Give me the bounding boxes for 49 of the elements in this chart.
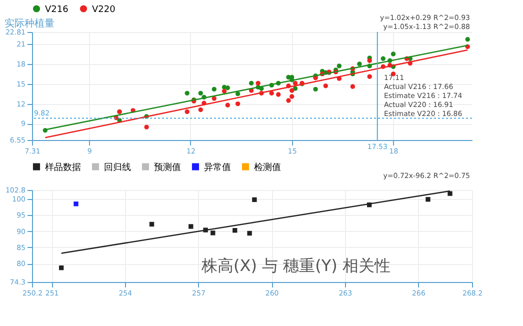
point [210, 230, 216, 236]
point [235, 101, 240, 106]
point [184, 90, 190, 96]
point [426, 197, 430, 202]
point [276, 92, 281, 97]
legend-label: V216 [45, 4, 69, 15]
point [235, 91, 240, 96]
point [367, 74, 372, 79]
point [58, 265, 64, 270]
point [212, 86, 216, 92]
point [269, 90, 274, 96]
legend-label: 检测值 [254, 162, 281, 173]
point [149, 222, 154, 227]
legend-label: 回归线 [104, 162, 131, 173]
point [448, 191, 452, 196]
point [225, 102, 230, 108]
text: 株高(X) 与 穗重(Y) 相关性 [200, 256, 390, 275]
y-axis-title: 实际种植量 [4, 18, 54, 30]
point [184, 109, 190, 114]
point [232, 228, 238, 233]
point [247, 230, 252, 236]
point [212, 96, 216, 101]
point [290, 94, 294, 99]
legend-label: 样品数据 [45, 162, 81, 173]
point [390, 52, 396, 56]
point [336, 64, 342, 68]
point [286, 98, 291, 103]
point [323, 84, 328, 88]
point [380, 56, 386, 61]
point [188, 224, 194, 229]
point [144, 124, 149, 130]
point [313, 86, 318, 92]
point [225, 86, 230, 90]
legend-label: 预测值 [154, 162, 181, 173]
point [74, 202, 78, 206]
point [198, 90, 203, 96]
point [252, 197, 257, 202]
point [465, 37, 470, 42]
point [357, 62, 362, 66]
point [290, 88, 294, 93]
legend-label: V220 [92, 4, 116, 15]
point [198, 107, 203, 112]
point [367, 58, 372, 63]
point [222, 88, 227, 94]
point [350, 84, 356, 89]
point [256, 80, 260, 86]
legend-label: 异常值 [204, 162, 231, 173]
point [292, 80, 298, 86]
point [248, 80, 254, 86]
